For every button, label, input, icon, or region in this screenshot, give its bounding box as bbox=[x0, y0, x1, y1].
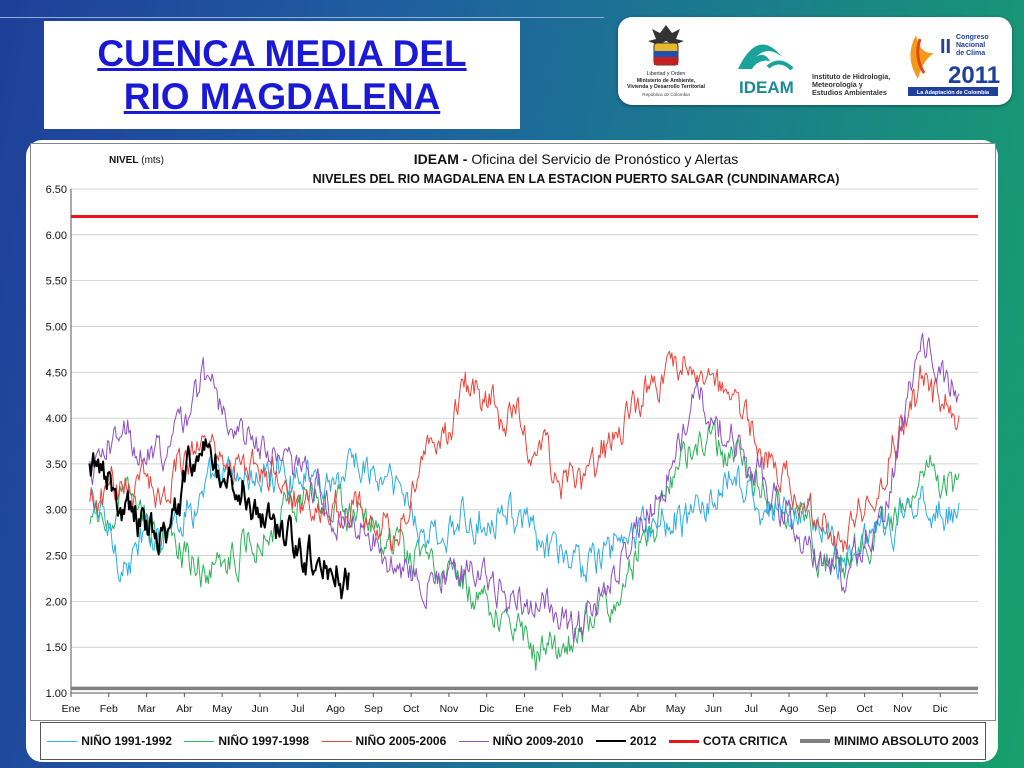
x-tick-label-5: Jun bbox=[251, 703, 268, 715]
colombia-coat-of-arms-icon bbox=[648, 25, 684, 66]
series-line-1 bbox=[89, 419, 960, 671]
legend-item-5: COTA CRITICA bbox=[668, 734, 788, 748]
x-tick-label-7: Ago bbox=[326, 703, 345, 715]
x-tick-label-13: Feb bbox=[553, 703, 571, 715]
x-tick-label-15: Abr bbox=[630, 703, 647, 715]
x-tick-label-14: Mar bbox=[591, 703, 610, 715]
ministerio-line-1: Libertad y Orden bbox=[647, 71, 686, 77]
legend-swatch-4 bbox=[595, 740, 626, 742]
y-tick-label-9: 5.50 bbox=[46, 276, 67, 288]
legend-label-3: NIÑO 2009-2010 bbox=[492, 734, 584, 748]
chart-legend: NIÑO 1991-1992 NIÑO 1997-1998 NIÑO 2005-20… bbox=[40, 722, 986, 760]
congreso-line-2: Nacional bbox=[956, 42, 985, 49]
x-tick-label-22: Nov bbox=[893, 703, 912, 715]
legend-swatch-2 bbox=[321, 740, 352, 742]
y-tick-labels: 1.00 1.50 2.00 2.50 3.00 3.50 4.00 4.50 5.00 5.50… bbox=[46, 184, 67, 700]
slide-title-line-1: CUENCA MEDIA DEL bbox=[97, 33, 467, 74]
legend-item-0: NIÑO 1991-1992 bbox=[47, 734, 172, 748]
ideam-line-2: Meteorología y bbox=[812, 80, 863, 89]
legend-item-2: NIÑO 2005-2006 bbox=[321, 734, 447, 748]
x-tick-label-23: Dic bbox=[933, 703, 948, 715]
legend-swatch-0 bbox=[47, 740, 78, 742]
ideam-name: IDEAM bbox=[739, 78, 794, 97]
ideam-line-3: Estudios Ambientales bbox=[812, 88, 887, 97]
congreso-clima-2011-logo: II Congreso Nacional de Clima 2011 La Ad… bbox=[908, 34, 1000, 96]
ministerio-line-3: Vivienda y Desarrollo Territorial bbox=[627, 84, 705, 90]
series-line-0 bbox=[89, 447, 960, 583]
congreso-year: 2011 bbox=[948, 62, 1000, 89]
reference-lines bbox=[71, 214, 978, 691]
series-line-2 bbox=[89, 350, 960, 553]
ideam-logo: IDEAM Instituto de Hidrología, Meteorolo… bbox=[738, 44, 890, 97]
y-tick-label-1: 1.50 bbox=[46, 642, 67, 654]
congreso-line-1: Congreso bbox=[956, 34, 989, 41]
chart-grid bbox=[70, 188, 978, 694]
y-tick-label-8: 5.00 bbox=[46, 321, 67, 333]
chart-series bbox=[88, 332, 960, 671]
legend-item-4: 2012 bbox=[595, 734, 657, 748]
congreso-line-3: de Clima bbox=[956, 50, 985, 57]
slide-title: CUENCA MEDIA DEL RIO MAGDALENA bbox=[72, 32, 492, 118]
legend-item-3: NIÑO 2009-2010 bbox=[458, 734, 584, 748]
series-line-3 bbox=[89, 332, 960, 643]
y-tick-label-6: 4.00 bbox=[46, 413, 67, 425]
y-tick-label-11: 6.50 bbox=[46, 184, 67, 196]
chart-frame: NIVEL (mts) IDEAM - Oficina del Servicio… bbox=[30, 143, 996, 721]
chart-title: IDEAM - Oficina del Servicio de Pronósti… bbox=[414, 151, 738, 167]
x-tick-label-18: Jul bbox=[745, 703, 758, 715]
legend-label-1: NIÑO 1997-1998 bbox=[218, 734, 310, 748]
y-tick-label-5: 3.50 bbox=[46, 459, 67, 471]
ministerio-logo: Libertad y Orden Ministerio de Ambiente,… bbox=[627, 25, 706, 97]
x-tick-label-19: Ago bbox=[780, 703, 799, 715]
legend-label-4: 2012 bbox=[629, 734, 657, 748]
y-tick-label-4: 3.00 bbox=[46, 505, 67, 517]
congreso-numeral: II bbox=[940, 36, 951, 58]
logo-banner-graphics: Libertad y Orden Ministerio de Ambiente,… bbox=[627, 25, 1000, 97]
x-tick-label-9: Oct bbox=[403, 703, 419, 715]
x-tick-labels: Ene Feb Mar Abr May Jun Jul Ago Sep Oct Nov Dic Ene F… bbox=[62, 693, 948, 715]
x-tick-label-20: Sep bbox=[817, 703, 836, 715]
logo-banner: Libertad y Orden Ministerio de Ambiente,… bbox=[618, 17, 1012, 105]
x-tick-label-10: Nov bbox=[440, 703, 459, 715]
ministerio-line-4: República de Colombia bbox=[642, 92, 690, 97]
y-tick-label-0: 1.00 bbox=[46, 688, 67, 700]
legend-swatch-3 bbox=[458, 740, 489, 742]
top-divider-line bbox=[0, 17, 604, 18]
chart-subtitle: NIVELES DEL RIO MAGDALENA EN LA ESTACION… bbox=[313, 172, 840, 186]
y-tick-label-2: 2.00 bbox=[46, 596, 67, 608]
legend-swatch-5 bbox=[668, 739, 699, 743]
y-tick-label-10: 6.00 bbox=[46, 230, 67, 242]
x-tick-label-0: Ene bbox=[62, 703, 81, 715]
x-tick-label-6: Jul bbox=[291, 703, 304, 715]
legend-label-5: COTA CRITICA bbox=[702, 734, 788, 748]
x-tick-label-17: Jun bbox=[705, 703, 722, 715]
ideam-wave-icon bbox=[738, 44, 794, 71]
legend-label-6: MINIMO ABSOLUTO 2003 bbox=[834, 734, 979, 748]
series-line-4 bbox=[88, 438, 350, 600]
x-tick-label-4: May bbox=[212, 703, 233, 715]
ideam-line-1: Instituto de Hidrología, bbox=[812, 72, 890, 81]
x-tick-label-3: Abr bbox=[176, 703, 193, 715]
legend-label-0: NIÑO 1991-1992 bbox=[81, 734, 172, 748]
slide-title-box: CUENCA MEDIA DEL RIO MAGDALENA bbox=[44, 21, 520, 129]
x-tick-label-8: Sep bbox=[364, 703, 383, 715]
x-tick-label-16: May bbox=[666, 703, 687, 715]
slide-title-line-2: RIO MAGDALENA bbox=[123, 76, 441, 117]
x-tick-label-1: Feb bbox=[100, 703, 118, 715]
x-tick-label-2: Mar bbox=[138, 703, 157, 715]
congreso-tagline: La Adaptación de Colombia bbox=[917, 90, 990, 96]
x-tick-label-11: Dic bbox=[479, 703, 494, 715]
level-chart: NIVEL (mts) IDEAM - Oficina del Servicio… bbox=[46, 151, 978, 715]
legend-swatch-6 bbox=[800, 739, 831, 743]
y-tick-label-7: 4.50 bbox=[46, 367, 67, 379]
y-axis-label: NIVEL (mts) bbox=[109, 155, 164, 166]
legend-item-6: MINIMO ABSOLUTO 2003 bbox=[800, 734, 979, 748]
ministerio-line-2: Ministerio de Ambiente, bbox=[637, 78, 696, 84]
legend-label-2: NIÑO 2005-2006 bbox=[355, 734, 447, 748]
x-tick-label-21: Oct bbox=[856, 703, 872, 715]
legend-swatch-1 bbox=[184, 740, 215, 742]
legend-item-1: NIÑO 1997-1998 bbox=[184, 734, 309, 748]
x-tick-label-12: Ene bbox=[515, 703, 534, 715]
y-tick-label-3: 2.50 bbox=[46, 551, 67, 563]
